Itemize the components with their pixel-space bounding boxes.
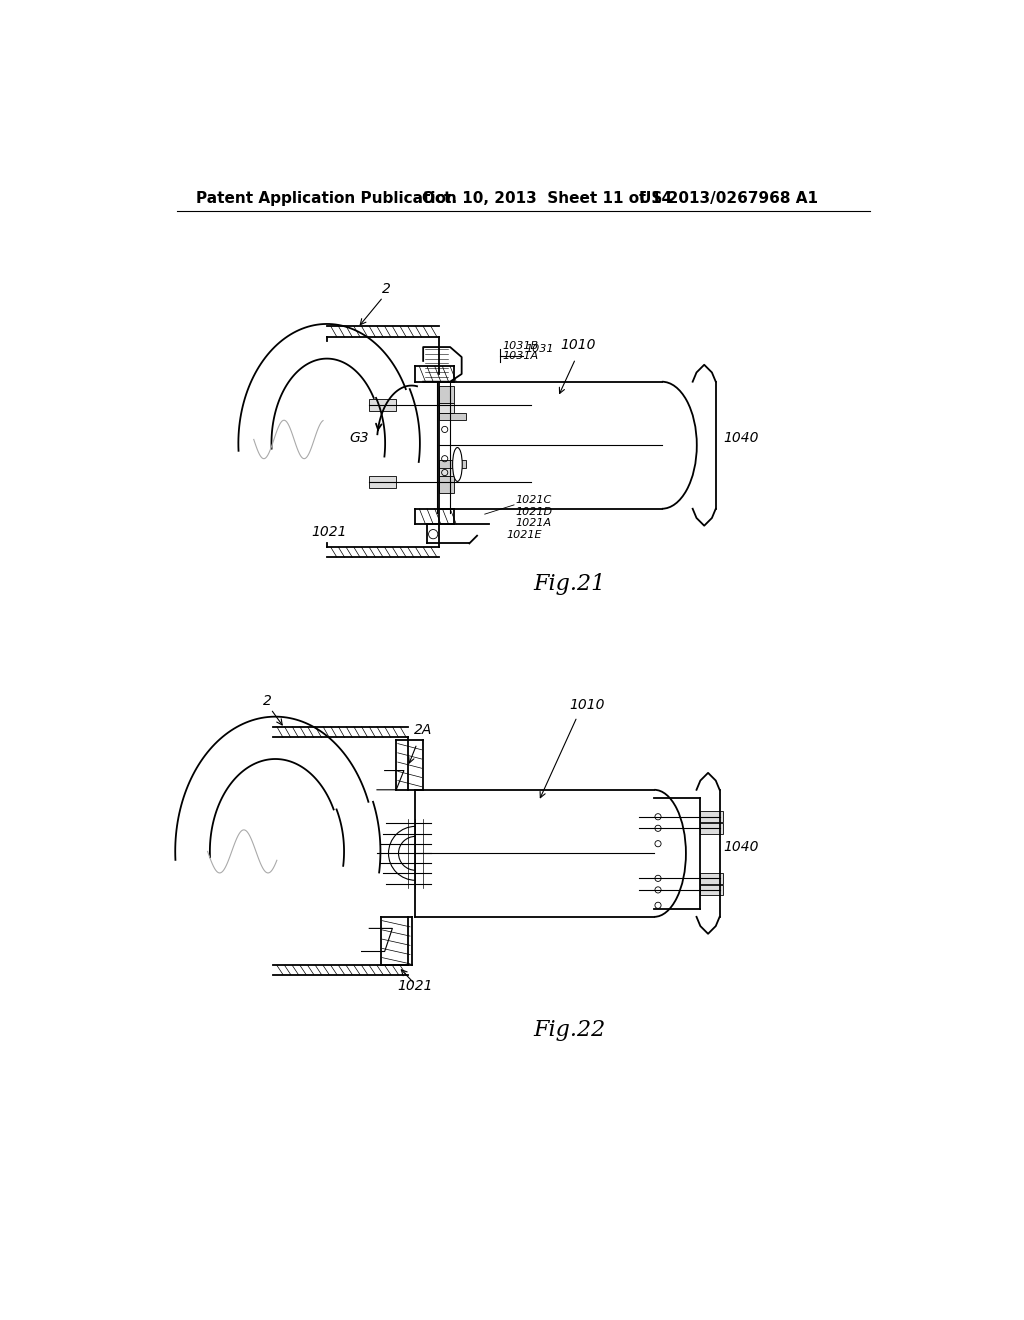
Text: G3: G3 — [349, 430, 370, 445]
Bar — [700, 884, 724, 895]
Text: 1021: 1021 — [311, 525, 347, 539]
Bar — [370, 475, 396, 488]
Bar — [438, 461, 466, 469]
Text: 1021A: 1021A — [515, 519, 552, 528]
Bar — [700, 812, 724, 822]
Bar — [438, 387, 454, 404]
Text: 1021: 1021 — [397, 979, 433, 993]
Text: 1010: 1010 — [569, 698, 605, 711]
Text: Fig.22: Fig.22 — [534, 1019, 605, 1041]
Text: 1010: 1010 — [560, 338, 596, 352]
Bar — [700, 873, 724, 884]
Text: 1031B: 1031B — [503, 342, 539, 351]
Bar — [370, 399, 396, 411]
Text: 1021C: 1021C — [515, 495, 552, 506]
Text: US 2013/0267968 A1: US 2013/0267968 A1 — [639, 191, 818, 206]
Bar — [438, 412, 466, 420]
Text: 1031: 1031 — [525, 345, 554, 355]
Text: 1021E: 1021E — [506, 531, 542, 540]
Text: 1021D: 1021D — [515, 507, 553, 517]
Text: 1031A: 1031A — [503, 351, 539, 362]
Text: 2: 2 — [263, 694, 272, 708]
Bar — [438, 466, 454, 475]
Text: 2: 2 — [382, 282, 390, 296]
Bar — [700, 822, 724, 834]
Text: Fig.21: Fig.21 — [534, 573, 605, 594]
Bar — [438, 475, 454, 492]
Text: Patent Application Publication: Patent Application Publication — [196, 191, 457, 206]
Text: 2A: 2A — [414, 723, 432, 738]
Text: Oct. 10, 2013  Sheet 11 of 14: Oct. 10, 2013 Sheet 11 of 14 — [422, 191, 672, 206]
Ellipse shape — [453, 447, 462, 482]
Text: 1040: 1040 — [724, 430, 759, 445]
Bar — [438, 404, 454, 412]
Text: 1040: 1040 — [724, 841, 759, 854]
